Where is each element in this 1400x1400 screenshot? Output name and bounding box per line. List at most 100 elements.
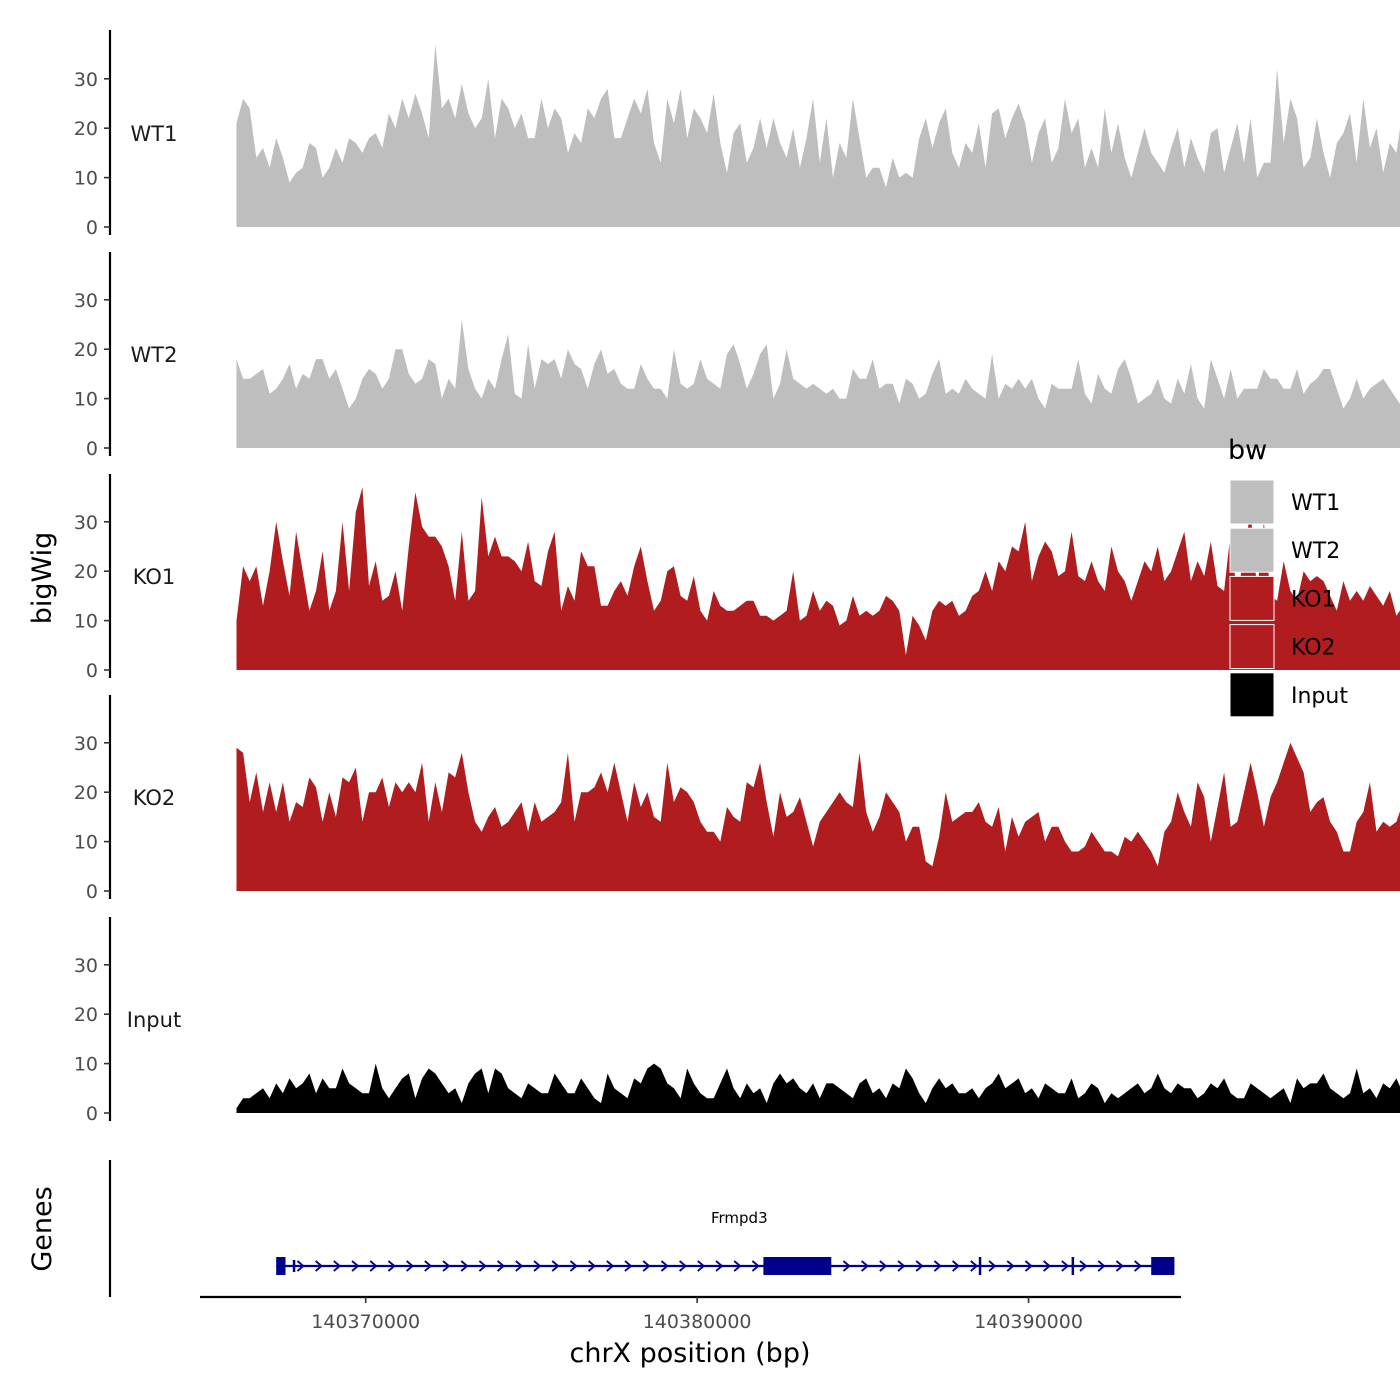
y-tick-label: 20 — [74, 782, 98, 804]
strand-arrow — [1115, 1260, 1124, 1272]
x-axis-title: chrX position (bp) — [569, 1338, 810, 1369]
panel-label: WT2 — [131, 343, 178, 367]
y-tick-label: 20 — [74, 118, 98, 140]
strand-arrow — [1024, 1260, 1033, 1272]
x-tick-label: 140390000 — [974, 1311, 1083, 1333]
strand-arrow — [296, 1260, 305, 1272]
y-tick-label: 0 — [86, 881, 98, 903]
y-tick-label: 0 — [86, 217, 98, 239]
strand-arrow — [588, 1260, 597, 1272]
y-tick-label: 30 — [74, 512, 98, 534]
panel-label: Input — [127, 1008, 181, 1032]
strand-arrow — [1006, 1260, 1015, 1272]
legend: bw WT1 WT2 KO1 KO2 Input — [1228, 435, 1348, 718]
gene-exon — [1071, 1257, 1075, 1275]
area-wt1 — [236, 44, 1400, 227]
strand-arrow — [315, 1260, 324, 1272]
panel-ko1: 0 10 20 30 KO1 — [74, 474, 1400, 682]
area-input — [236, 1063, 1400, 1113]
panel-wt1: 0 10 20 30 WT1 — [74, 30, 1400, 239]
strand-arrow — [715, 1260, 724, 1272]
y-tick-label: 0 — [86, 660, 98, 682]
y-tick-label: 30 — [74, 69, 98, 91]
y-tick-label: 0 — [86, 1103, 98, 1125]
legend-label: WT2 — [1291, 539, 1340, 564]
strand-arrow — [679, 1260, 688, 1272]
gene-exon — [1151, 1257, 1175, 1275]
gene-exon — [276, 1257, 286, 1275]
legend-label: WT1 — [1291, 491, 1340, 516]
strand-arrow — [533, 1260, 542, 1272]
gene-track: Frmpd3 — [108, 1160, 1175, 1297]
strand-arrow — [1043, 1260, 1052, 1272]
strand-arrow — [333, 1260, 342, 1272]
legend-label: Input — [1291, 684, 1348, 709]
strand-arrow — [369, 1260, 378, 1272]
strand-arrow — [551, 1260, 560, 1272]
panel-label: KO1 — [133, 565, 176, 589]
gene-exon — [292, 1260, 296, 1272]
y-tick-label: 10 — [74, 611, 98, 633]
area-wt2 — [236, 319, 1400, 448]
y-tick-label: 30 — [74, 955, 98, 977]
y-tick-label: 10 — [74, 389, 98, 411]
strand-arrow — [751, 1260, 760, 1272]
strand-arrow — [660, 1260, 669, 1272]
strand-arrow — [424, 1260, 433, 1272]
strand-arrow — [933, 1260, 942, 1272]
strand-arrow — [606, 1260, 615, 1272]
strand-arrow — [478, 1260, 487, 1272]
y-tick-label: 30 — [74, 733, 98, 755]
strand-arrow — [442, 1260, 451, 1272]
gene-exon — [763, 1257, 832, 1275]
y-tick-label: 10 — [74, 832, 98, 854]
strand-arrow — [497, 1260, 506, 1272]
y-tick-label: 20 — [74, 561, 98, 583]
legend-swatch-input — [1229, 672, 1275, 718]
strand-arrow — [406, 1260, 415, 1272]
legend-title: bw — [1228, 435, 1267, 466]
y-tick-label: 30 — [74, 290, 98, 312]
strand-arrow — [842, 1260, 851, 1272]
y-tick-label: 0 — [86, 438, 98, 460]
strand-arrow — [387, 1260, 396, 1272]
strand-arrow — [1079, 1260, 1088, 1272]
y-tick-label: 10 — [74, 1054, 98, 1076]
strand-arrow — [1134, 1260, 1143, 1272]
strand-arrow — [697, 1260, 706, 1272]
strand-arrow — [879, 1260, 888, 1272]
strand-arrow — [351, 1260, 360, 1272]
legend-swatch-ko1 — [1229, 575, 1275, 621]
gene-label: Frmpd3 — [711, 1209, 768, 1227]
panel-wt2: 0 10 20 30 WT2 — [74, 252, 1400, 460]
strand-arrow — [1061, 1260, 1070, 1272]
strand-arrow — [970, 1260, 979, 1272]
panel-label: KO2 — [133, 786, 176, 810]
strand-arrow — [861, 1260, 870, 1272]
y-tick-label: 20 — [74, 1004, 98, 1026]
legend-label: KO2 — [1291, 636, 1336, 661]
strand-arrow — [515, 1260, 524, 1272]
panel-label: WT1 — [131, 122, 178, 146]
strand-arrow — [988, 1260, 997, 1272]
y-axis-title: bigWig — [27, 532, 58, 625]
x-axis: 140370000 140380000 140390000 — [200, 1295, 1181, 1333]
legend-swatch-wt2 — [1229, 527, 1275, 573]
gene-track-title: Genes — [27, 1186, 58, 1271]
legend-swatch-ko2 — [1229, 624, 1275, 670]
y-tick-label: 20 — [74, 339, 98, 361]
panel-ko2: 0 10 20 30 KO2 — [74, 695, 1400, 903]
coverage-panels: 0 10 20 30 WT1 0 10 20 30 WT2 0 10 20 30 KO1 0 10 20 30 KO2… — [74, 30, 1400, 1125]
strand-arrow — [915, 1260, 924, 1272]
area-ko1 — [236, 487, 1400, 670]
strand-arrow — [1097, 1260, 1106, 1272]
strand-arrow — [569, 1260, 578, 1272]
strand-arrow — [952, 1260, 961, 1272]
area-ko2 — [236, 742, 1400, 891]
strand-arrow — [897, 1260, 906, 1272]
strand-arrow — [624, 1260, 633, 1272]
strand-arrow — [460, 1260, 469, 1272]
legend-label: KO1 — [1291, 587, 1336, 612]
x-tick-label: 140380000 — [643, 1311, 752, 1333]
